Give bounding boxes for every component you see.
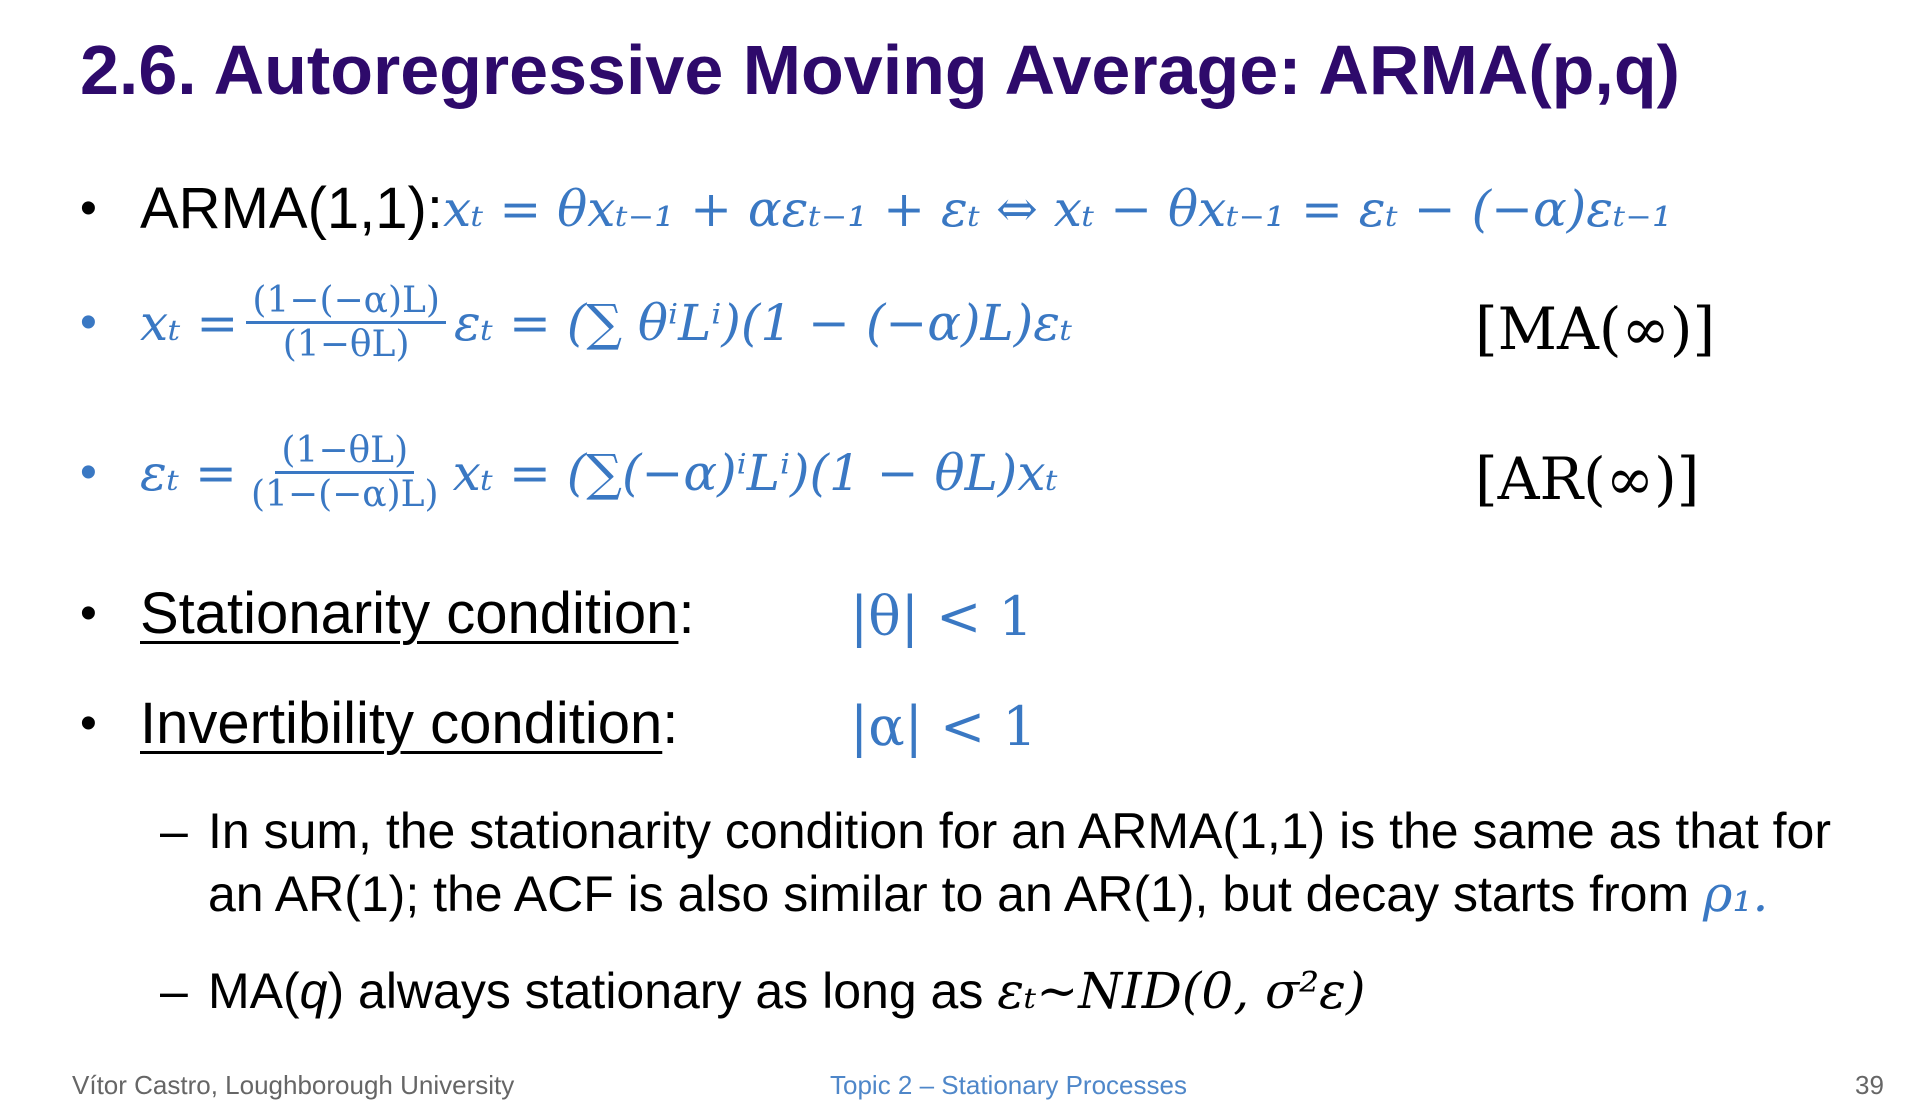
slide-title: 2.6. Autoregressive Moving Average: ARMA… <box>80 31 1680 109</box>
ar-fraction-numerator: (1−θL) <box>275 430 415 474</box>
ma-fraction: (1−(−α)L) (1−θL) <box>246 280 446 365</box>
ar-fraction: (1−θL) (1−(−α)L) <box>245 430 445 515</box>
bullet-dot: • <box>80 182 97 235</box>
ar-fraction-denominator: (1−(−α)L) <box>250 474 439 515</box>
ma-q-q: q <box>299 963 328 1019</box>
dash-marker: – <box>160 803 188 859</box>
footer-topic: Topic 2 – Stationary Processes <box>830 1070 1187 1100</box>
nid-expression: εₜ~NID(0, σ²ε) <box>997 962 1366 1020</box>
sub-bullet-summary: – In sum, the stationarity condition for … <box>160 800 1831 925</box>
bullet-dot: • <box>80 587 97 640</box>
stationarity-colon: : <box>678 581 695 646</box>
bullet-ma-infinity: • xₜ = (1−(−α)L) (1−θL) εₜ = (∑ θⁱLⁱ)(1 … <box>80 280 1072 365</box>
summary-line-1: In sum, the stationarity condition for a… <box>208 803 1831 859</box>
bullet-invertibility: • Invertibility condition : <box>80 690 678 757</box>
bullet-dot: • <box>80 296 97 349</box>
bullet-ar-infinity: • εₜ = (1−θL) (1−(−α)L) xₜ = (∑(−α)ⁱLⁱ)(… <box>80 430 1058 515</box>
invertibility-label: Invertibility condition <box>140 691 663 756</box>
footer-author: Vítor Castro, Loughborough University <box>72 1070 515 1100</box>
sub-bullet-ma-q: – MA(q) always stationary as long as εₜ~N… <box>160 960 1366 1023</box>
stationarity-condition: |θ| < 1 <box>850 585 1033 648</box>
ar-lhs: εₜ = <box>140 443 237 502</box>
summary-line-2: an AR(1); the ACF is also similar to an … <box>208 865 1703 922</box>
arma11-equation: xₜ = θxₜ₋₁ + αεₜ₋₁ + εₜ ⇔ xₜ − θxₜ₋₁ = ε… <box>442 179 1672 238</box>
ma-infinity-tag: [MA(∞)] <box>1475 295 1716 363</box>
ar-infinity-tag: [AR(∞)] <box>1475 445 1700 513</box>
ma-q-text-a: MA( <box>208 963 300 1019</box>
ar-rhs: xₜ = (∑(−α)ⁱLⁱ)(1 − θL)xₜ <box>452 443 1058 502</box>
invertibility-colon: : <box>662 691 679 756</box>
ma-q-text-b: ) always stationary as long as <box>327 963 998 1019</box>
arma11-label: ARMA(1,1): <box>140 176 443 241</box>
ma-rhs: εₜ = (∑ θⁱLⁱ)(1 − (−α)L)εₜ <box>453 293 1073 352</box>
rho-1: ρ₁. <box>1703 864 1769 923</box>
bullet-arma11: • ARMA(1,1): xₜ = θxₜ₋₁ + αεₜ₋₁ + εₜ ⇔ x… <box>80 175 1672 242</box>
bullet-stationarity: • Stationarity condition : <box>80 580 695 647</box>
ma-fraction-numerator: (1−(−α)L) <box>246 280 446 324</box>
bullet-dot: • <box>80 446 97 499</box>
bullet-dot: • <box>80 697 97 750</box>
ma-fraction-denominator: (1−θL) <box>282 324 410 365</box>
invertibility-condition: |α| < 1 <box>850 695 1037 758</box>
ma-lhs: xₜ = <box>140 293 239 352</box>
stationarity-label: Stationarity condition <box>140 581 679 646</box>
page-number: 39 <box>1855 1070 1884 1100</box>
dash-marker: – <box>160 963 188 1019</box>
